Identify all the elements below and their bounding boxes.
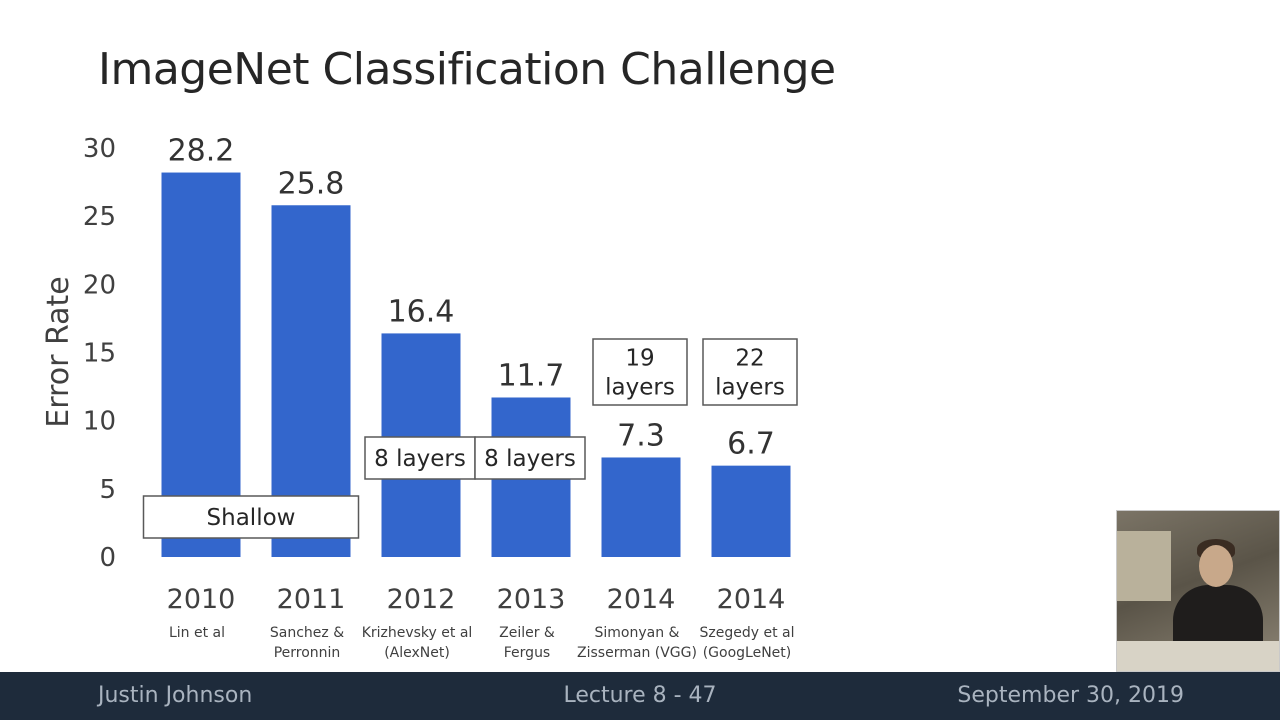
y-axis-label-group: Error Rate bbox=[41, 276, 76, 427]
footer-bar: Justin Johnson Lecture 8 - 47 September … bbox=[0, 672, 1280, 720]
bar-value-label: 25.8 bbox=[278, 166, 345, 201]
annotation-text: 8 layers bbox=[374, 446, 466, 472]
y-ticks-group: 0 5 10 15 20 25 30 bbox=[83, 134, 116, 573]
annotation-box: Shallow bbox=[142, 495, 360, 539]
webcam-board bbox=[1117, 531, 1171, 601]
bar bbox=[711, 465, 791, 557]
x-author-label: Zisserman (VGG) bbox=[577, 645, 697, 661]
bar-value-label: 28.2 bbox=[168, 134, 235, 169]
annotation-box: 22 layers bbox=[702, 338, 798, 406]
bar bbox=[601, 457, 681, 557]
annotation-box: 19 layers bbox=[592, 338, 688, 406]
x-year-label: 2013 bbox=[497, 584, 566, 615]
footer-author: Justin Johnson bbox=[98, 683, 253, 708]
annotations-group: Shallow 8 layers 8 layers 19 layers 22 layers bbox=[142, 338, 798, 539]
x-labels-group: 2010 Lin et al 2011 Sanchez & Perronnin 2012 K… bbox=[167, 584, 795, 661]
x-author-label: Krizhevsky et al bbox=[362, 625, 473, 641]
footer-lecture: Lecture 8 - 47 bbox=[563, 683, 717, 708]
bar-value-label: 7.3 bbox=[617, 418, 665, 453]
x-author-label: Sanchez & bbox=[270, 625, 344, 641]
webcam-desk bbox=[1117, 641, 1279, 671]
y-tick-label: 10 bbox=[83, 407, 116, 437]
annotation-box-border bbox=[592, 338, 688, 406]
annotation-box-border bbox=[474, 436, 586, 480]
y-tick-label: 0 bbox=[99, 543, 116, 573]
annotation-text: Shallow bbox=[207, 505, 296, 531]
x-year-label: 2014 bbox=[717, 584, 786, 615]
y-tick-label: 30 bbox=[83, 134, 116, 164]
annotation-text: 19 bbox=[625, 346, 654, 372]
bar-value-label: 11.7 bbox=[498, 358, 565, 393]
x-author-label: (AlexNet) bbox=[384, 645, 450, 661]
annotation-box: 8 layers bbox=[474, 436, 586, 480]
annotation-text: layers bbox=[715, 375, 785, 401]
bar-value-label: 16.4 bbox=[388, 294, 455, 329]
y-tick-label: 5 bbox=[99, 475, 116, 505]
x-year-label: 2014 bbox=[607, 584, 676, 615]
value-labels-group: 28.2 25.8 16.4 11.7 7.3 6.7 bbox=[168, 134, 775, 462]
y-axis-label: Error Rate bbox=[41, 276, 76, 427]
y-tick-label: 25 bbox=[83, 202, 116, 232]
x-author-label: Lin et al bbox=[169, 625, 225, 641]
x-author-label: (GoogLeNet) bbox=[703, 645, 792, 661]
x-author-label: Perronnin bbox=[274, 645, 341, 661]
annotation-text: 22 bbox=[735, 346, 764, 372]
y-tick-label: 20 bbox=[83, 270, 116, 300]
error-rate-bar-chart: Error Rate 0 5 10 15 20 25 30 28.2 25.8 16.4 11.7… bbox=[41, 134, 798, 661]
bar bbox=[161, 172, 241, 558]
footer-date: September 30, 2019 bbox=[957, 683, 1184, 708]
annotation-box-border bbox=[702, 338, 798, 406]
annotation-text: layers bbox=[605, 375, 675, 401]
x-author-label: Simonyan & bbox=[595, 625, 680, 641]
x-year-label: 2010 bbox=[167, 584, 236, 615]
x-year-label: 2012 bbox=[387, 584, 456, 615]
x-author-label: Szegedy et al bbox=[700, 625, 795, 641]
annotation-text: 8 layers bbox=[484, 446, 576, 472]
x-author-label: Zeiler & bbox=[499, 625, 555, 641]
x-author-label: Fergus bbox=[504, 645, 550, 661]
slide-title: ImageNet Classification Challenge bbox=[98, 44, 836, 95]
y-tick-label: 15 bbox=[83, 339, 116, 369]
annotation-box-border bbox=[142, 495, 360, 539]
webcam-video bbox=[1116, 510, 1280, 672]
x-year-label: 2011 bbox=[277, 584, 346, 615]
webcam-presenter-head bbox=[1199, 545, 1233, 587]
bar-value-label: 6.7 bbox=[727, 427, 775, 462]
annotation-box: 8 layers bbox=[364, 436, 476, 480]
